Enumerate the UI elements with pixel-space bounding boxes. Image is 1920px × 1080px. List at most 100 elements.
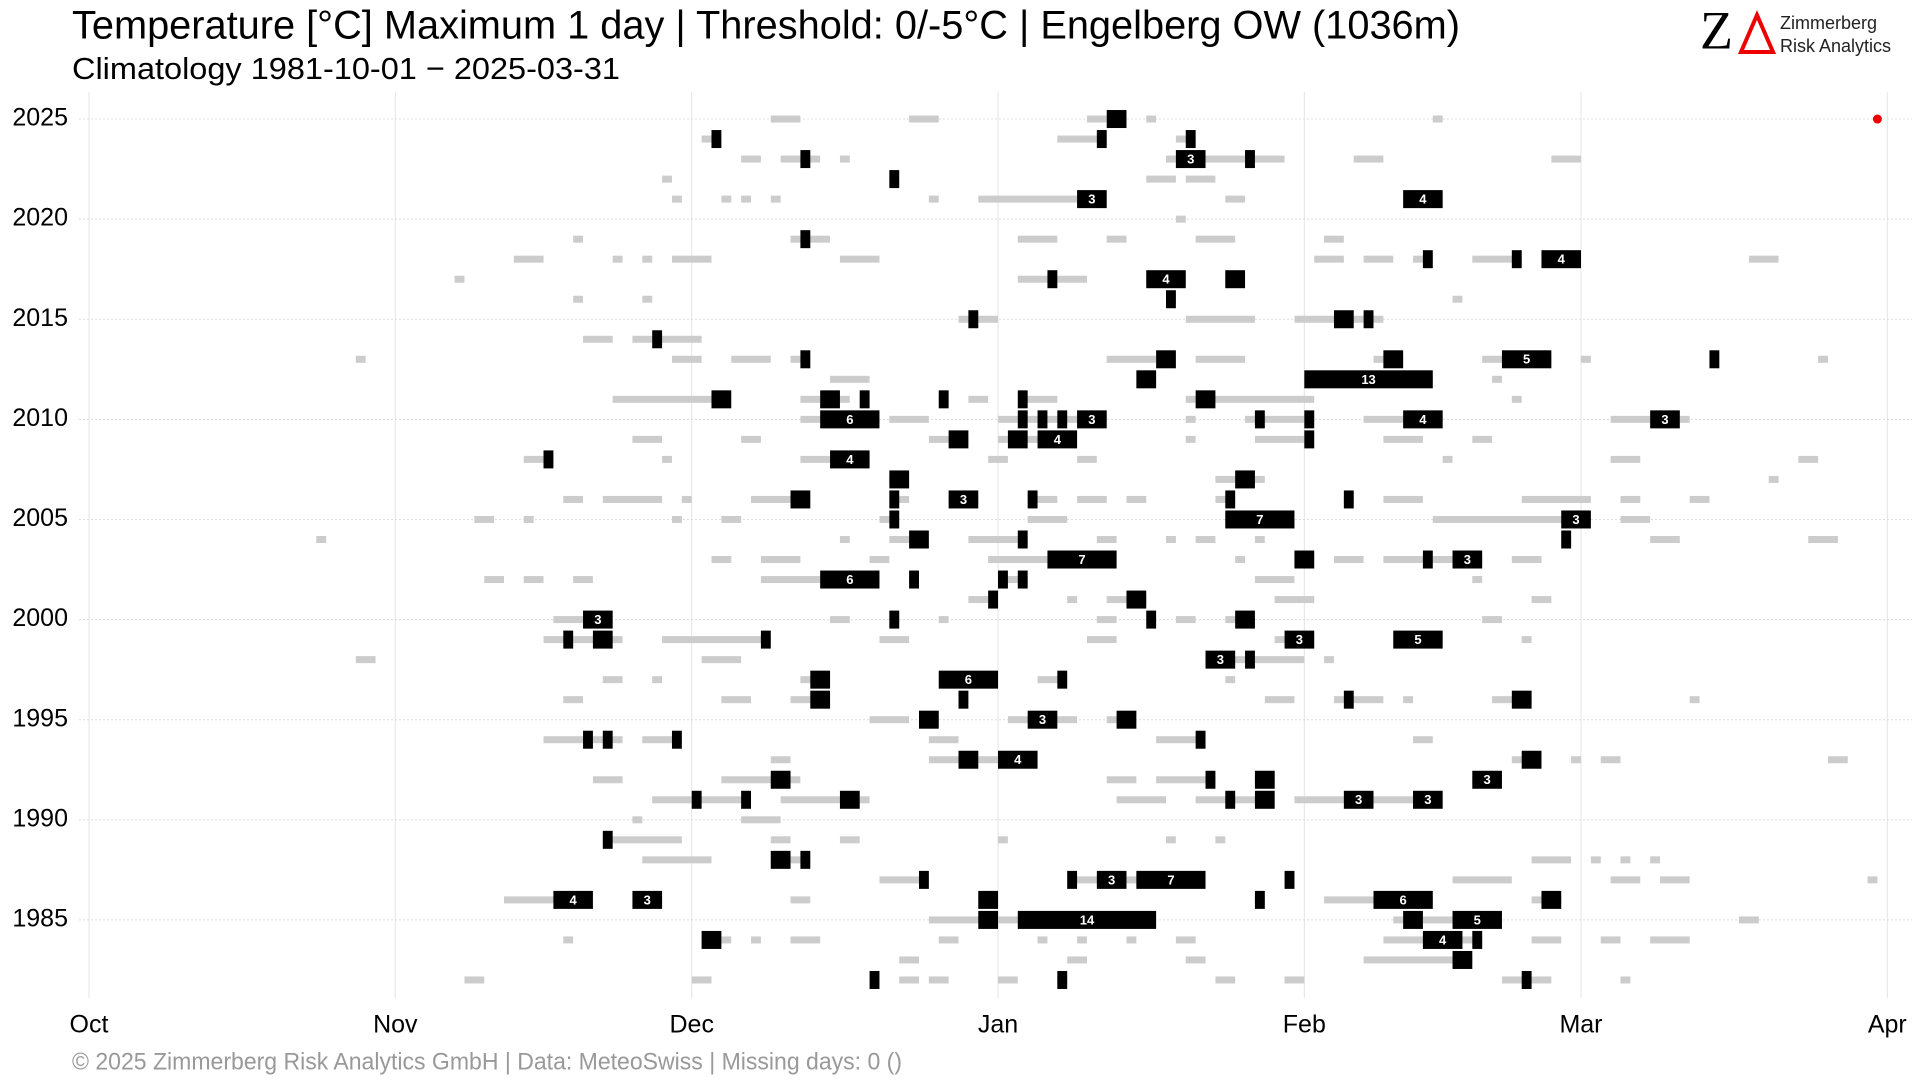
span-length-label: 4 xyxy=(1054,432,1062,447)
ice-day-span xyxy=(1689,696,1700,704)
cold-day-span xyxy=(1511,250,1522,269)
ice-day-span xyxy=(869,556,890,564)
ice-day-span xyxy=(830,616,850,624)
cold-day-span xyxy=(1205,650,1236,669)
ice-day-span xyxy=(1610,876,1641,884)
span-length-label: 3 xyxy=(1187,152,1194,167)
ice-day-span xyxy=(355,355,366,363)
span-length-label: 4 xyxy=(1419,412,1427,427)
cold-day-span xyxy=(602,830,613,849)
ice-day-span xyxy=(602,836,682,844)
ice-day-span xyxy=(1166,535,1176,543)
cold-day-span xyxy=(948,430,969,449)
ice-day-span xyxy=(523,515,534,523)
ice-day-span xyxy=(1650,856,1661,864)
cold-day-span xyxy=(1452,550,1483,569)
y-tick-label: 2000 xyxy=(12,604,68,632)
ice-day-span xyxy=(938,936,959,944)
cold-day-span xyxy=(1156,350,1176,369)
ice-day-span xyxy=(1324,235,1344,243)
cold-day-span xyxy=(1146,610,1157,629)
span-length-label: 3 xyxy=(1217,652,1224,667)
cold-day-span xyxy=(1363,310,1374,329)
ice-day-span xyxy=(790,896,811,904)
cold-day-span xyxy=(1294,550,1315,569)
ice-day-span xyxy=(988,556,1048,564)
ice-day-span xyxy=(1067,596,1078,604)
cold-day-span xyxy=(1650,410,1680,429)
ice-day-span xyxy=(1175,616,1196,624)
ice-day-span xyxy=(978,195,1097,203)
cold-day-span xyxy=(1521,750,1542,769)
cold-day-span xyxy=(1057,670,1068,689)
cold-day-span xyxy=(1304,370,1433,389)
cold-day-span xyxy=(1541,250,1581,269)
ice-day-span xyxy=(998,576,1028,584)
span-length-label: 3 xyxy=(1088,192,1095,207)
cold-day-span xyxy=(1403,910,1423,929)
span-length-label: 3 xyxy=(1424,792,1431,807)
cold-day-span xyxy=(1146,270,1186,289)
span-length-label: 6 xyxy=(1400,892,1407,907)
ice-day-span xyxy=(1472,435,1493,443)
span-length-label: 3 xyxy=(1039,712,1046,727)
ice-day-span xyxy=(1185,175,1216,183)
logo-mark: Z xyxy=(1700,0,1733,60)
cold-day-span xyxy=(1205,770,1216,789)
span-length-label: 3 xyxy=(1296,632,1303,647)
cold-day-span xyxy=(958,690,969,709)
ice-day-span xyxy=(1650,936,1690,944)
ice-day-span xyxy=(1284,976,1305,984)
cold-day-span xyxy=(978,890,999,909)
ice-day-span xyxy=(642,255,653,263)
ice-day-span xyxy=(602,495,663,503)
cold-day-span xyxy=(1284,630,1315,649)
cold-day-span xyxy=(1561,510,1591,529)
cold-day-span xyxy=(800,230,811,249)
ice-day-span xyxy=(1571,756,1581,764)
cold-day-span xyxy=(889,490,900,509)
cold-day-span xyxy=(1393,630,1443,649)
ice-day-span xyxy=(879,636,910,644)
y-tick-label: 1995 xyxy=(12,704,68,732)
y-tick-label: 2005 xyxy=(12,504,68,532)
ice-day-span xyxy=(770,836,791,844)
ice-day-span xyxy=(563,696,584,704)
cold-day-span xyxy=(810,690,831,709)
cold-day-span xyxy=(563,630,574,649)
cold-day-span xyxy=(909,530,929,549)
span-length-label: 3 xyxy=(1661,412,1668,427)
span-length-label: 3 xyxy=(644,892,651,907)
ice-day-span xyxy=(790,235,831,243)
ice-day-span xyxy=(1600,756,1621,764)
ice-day-span xyxy=(1027,515,1068,523)
ice-day-span xyxy=(563,936,574,944)
ice-day-span xyxy=(1333,696,1384,704)
ice-day-span xyxy=(938,616,949,624)
cold-day-span xyxy=(1195,730,1206,749)
span-length-label: 3 xyxy=(1572,512,1579,527)
cold-day-span xyxy=(790,490,811,509)
ice-day-span xyxy=(1067,956,1087,964)
ice-day-span xyxy=(741,155,761,163)
cold-day-span xyxy=(1333,310,1354,329)
ice-day-span xyxy=(454,275,465,283)
cold-day-span xyxy=(889,610,900,629)
ice-day-span xyxy=(770,195,781,203)
cold-day-span xyxy=(918,870,929,889)
cold-day-span xyxy=(1343,690,1354,709)
ice-day-span xyxy=(839,255,880,263)
chart-title: Temperature [°C] Maximum 1 day | Thresho… xyxy=(72,4,1460,48)
cold-day-span xyxy=(1521,970,1532,989)
cold-day-span xyxy=(839,790,860,809)
cold-day-span xyxy=(1383,350,1404,369)
ice-day-span xyxy=(484,576,504,584)
ice-day-span xyxy=(1195,535,1216,543)
cold-day-span xyxy=(1254,770,1275,789)
ice-day-span xyxy=(1254,535,1265,543)
cold-day-span xyxy=(1511,690,1532,709)
cold-day-span xyxy=(1225,270,1246,289)
cold-day-span xyxy=(1709,350,1720,369)
ice-day-span xyxy=(671,195,682,203)
ice-day-span xyxy=(889,535,910,543)
